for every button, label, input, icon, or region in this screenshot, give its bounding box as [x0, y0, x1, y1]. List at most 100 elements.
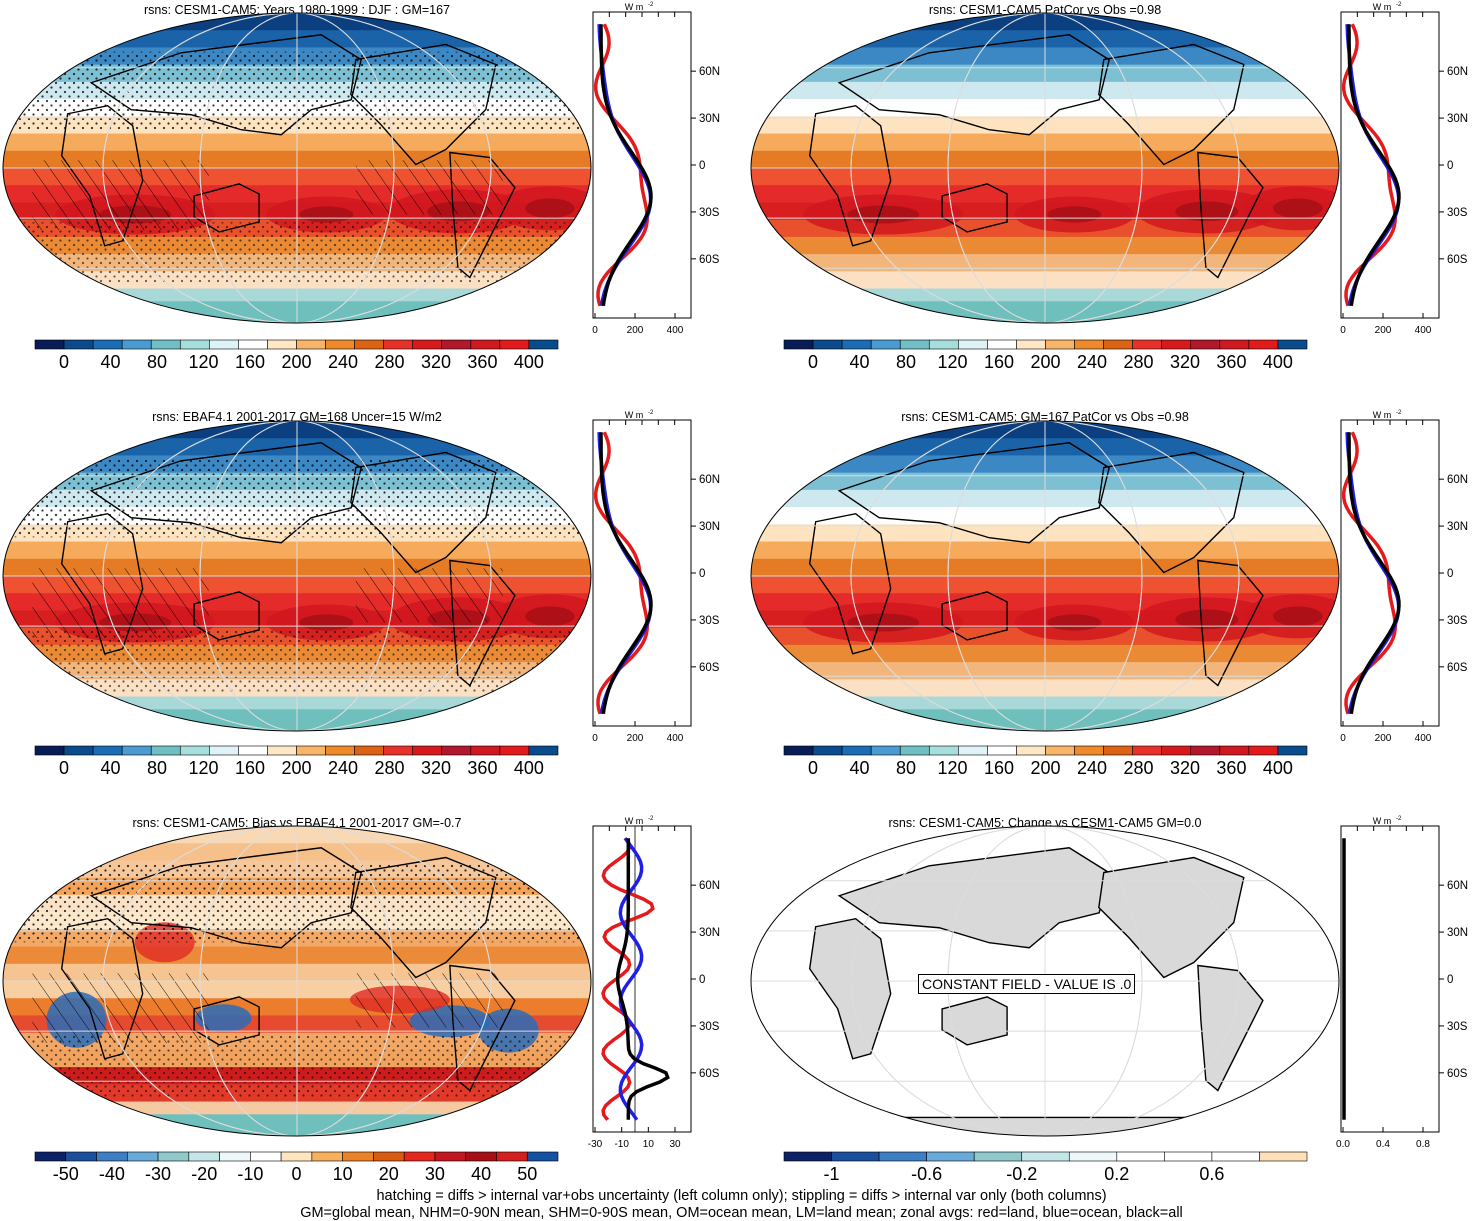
colorbar-tick-label: 280	[374, 352, 404, 372]
colorbar-swatch	[1016, 339, 1046, 350]
graticule-lon	[199, 826, 395, 1136]
profile-line-all	[1347, 432, 1401, 715]
colorbar-tick-label: 400	[514, 352, 544, 372]
colorbar-swatch	[267, 745, 297, 756]
profile-x-label: 0.8	[1416, 1139, 1430, 1150]
colorbar-swatch	[1074, 745, 1104, 756]
colorbar-tick-label: 40	[850, 352, 870, 372]
profile-unit-sup: -2	[648, 816, 654, 822]
profile-unit-label: W m	[1373, 410, 1392, 420]
colorbar-swatch	[325, 339, 355, 350]
colorbar-tick-label: 0	[808, 758, 818, 778]
colorbar-swatch	[1211, 1151, 1260, 1162]
profile-y-label: 30N	[1447, 113, 1468, 125]
profile-y-label: 30S	[1447, 1021, 1468, 1033]
colorbar-swatch	[121, 339, 152, 350]
colorbar-swatch	[188, 1151, 220, 1162]
colorbar-tick-label: 200	[1030, 352, 1060, 372]
footer-line-2: GM=global mean, NHM=0-90N mean, SHM=0-90…	[300, 1205, 1183, 1221]
colorbar-swatch	[926, 1151, 975, 1162]
profile-y-label: 30S	[1447, 207, 1468, 219]
colorbar-swatch	[65, 1151, 97, 1162]
map-panel-5	[2, 825, 592, 1137]
colorbar-swatch	[267, 339, 297, 350]
colorbar-swatch	[296, 745, 326, 756]
colorbar-tick-label: 200	[1030, 758, 1060, 778]
profile-x-label: 0	[1340, 733, 1346, 744]
max-core	[299, 614, 354, 631]
colorbar-swatch	[1132, 339, 1163, 350]
colorbar-tick-label: 160	[235, 758, 265, 778]
graticule-lon	[102, 826, 492, 1136]
colorbar-swatch	[150, 745, 181, 756]
colorbar-swatch	[470, 745, 501, 756]
colorbar-swatch	[96, 1151, 128, 1162]
colorbar-2: 0 40 80 120 160 200 240 280 320 360 400	[783, 339, 1308, 372]
continent-outline	[837, 847, 1111, 949]
colorbar-tick-label: -20	[191, 1164, 217, 1184]
profile-y-label: 60S	[699, 1068, 720, 1080]
colorbar-tick-label: 400	[1263, 352, 1293, 372]
colorbar-swatch	[499, 339, 530, 350]
profile-line-all	[615, 838, 670, 1120]
colorbar-swatch	[219, 1151, 251, 1162]
colorbar-tick-label: 80	[896, 758, 916, 778]
profile-y-label: 30N	[699, 927, 720, 939]
zonal-profile-2: W m -2 60N 30N 0 30S 60S 0 200 400	[1340, 2, 1468, 336]
profile-line-all	[1347, 24, 1401, 307]
profile-y-label: 30N	[1447, 927, 1468, 939]
colorbar-tick-label: 40	[471, 1164, 491, 1184]
colorbar-swatch	[958, 339, 988, 350]
profile-y-label: 60S	[1447, 662, 1468, 674]
colorbar-tick-label: 40	[101, 758, 121, 778]
profile-x-label: 200	[627, 733, 644, 744]
colorbar-tick-label: 120	[937, 352, 967, 372]
colorbar-swatch	[496, 1151, 528, 1162]
colorbar-swatch	[34, 745, 65, 756]
colorbar-swatch	[34, 339, 65, 350]
profile-unit-sup: -2	[1396, 2, 1402, 8]
profile-y-label: 60S	[699, 254, 720, 266]
colorbar-swatch	[354, 339, 384, 350]
profile-x-label: 0	[1340, 325, 1346, 336]
colorbar-swatch	[1161, 339, 1192, 350]
colorbar-swatch	[342, 1151, 374, 1162]
colorbar-swatch	[1045, 339, 1075, 350]
colorbar-tick-label: 80	[147, 758, 167, 778]
colorbar-swatch	[1161, 745, 1192, 756]
continent-outline	[1098, 451, 1245, 574]
profile-x-label: 200	[1375, 733, 1392, 744]
colorbar-tick-label: 280	[1123, 758, 1153, 778]
colorbar-swatch	[311, 1151, 343, 1162]
profile-unit-label: W m	[625, 816, 644, 826]
max-core	[1273, 198, 1323, 219]
colorbar-swatch	[528, 339, 559, 350]
map-border	[750, 12, 1340, 324]
colorbar-tick-label: 400	[514, 758, 544, 778]
colorbar-swatch	[126, 1151, 159, 1162]
hatching	[32, 973, 209, 1043]
profile-y-label: 0	[699, 974, 705, 986]
colorbar-tick-label: 280	[1123, 352, 1153, 372]
colorbar-swatch	[973, 1151, 1023, 1162]
colorbar-swatch	[783, 745, 814, 756]
colorbar-tick-label: 0	[59, 352, 69, 372]
max-core	[847, 205, 920, 224]
colorbar-swatch	[325, 745, 355, 756]
graticule-lon	[947, 421, 1143, 731]
map-border	[2, 420, 592, 732]
colorbar-swatch	[354, 745, 384, 756]
colorbar-tick-label: -40	[99, 1164, 125, 1184]
panel-title-1: rsns: CESM1-CAM5: Years 1980-1999 : DJF …	[143, 3, 451, 17]
colorbar-tick-label: 160	[984, 758, 1014, 778]
profile-x-label: 30	[669, 1139, 681, 1150]
hatching	[355, 973, 503, 1028]
profile-x-label: 400	[1415, 325, 1432, 336]
profile-x-label: 0.0	[1336, 1139, 1350, 1150]
profile-unit-sup: -2	[648, 410, 654, 416]
colorbar-swatch	[1103, 745, 1133, 756]
colorbar-swatch	[987, 745, 1017, 756]
colorbar-tick-label: 0.6	[1199, 1164, 1224, 1184]
max-core	[1175, 201, 1239, 222]
